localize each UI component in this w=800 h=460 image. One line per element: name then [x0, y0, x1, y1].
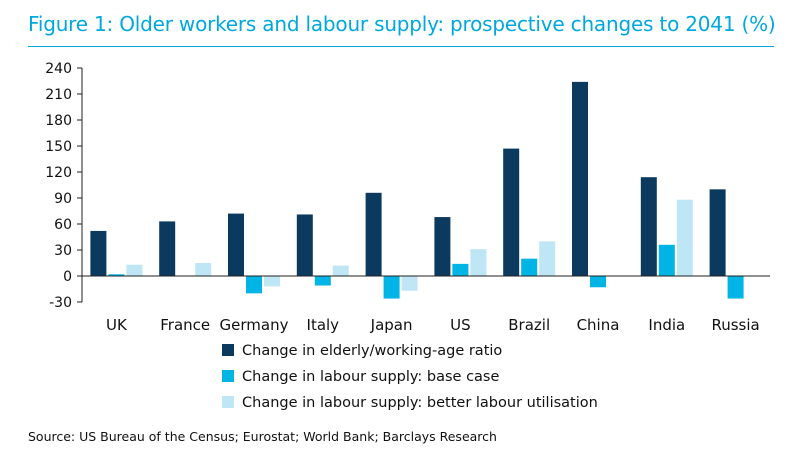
bar [503, 148, 520, 276]
bar [264, 276, 280, 287]
x-tick-label: US [450, 316, 471, 334]
y-tick-label: 90 [54, 191, 72, 207]
bar [572, 81, 588, 276]
y-tick-label: 60 [54, 217, 72, 233]
bar [539, 241, 556, 276]
bar [470, 249, 487, 276]
bar [590, 276, 606, 288]
title-rule [28, 46, 774, 47]
x-tick-label: France [160, 316, 210, 334]
bar [658, 244, 675, 276]
legend-swatch [222, 396, 234, 408]
legend: Change in elderly/working-age ratio Chang… [222, 343, 598, 411]
legend-swatch [222, 370, 234, 382]
y-tick-label: 240 [45, 61, 72, 77]
bar [159, 221, 176, 276]
x-tick-label: India [648, 316, 685, 334]
bar [434, 217, 451, 276]
y-axis: -30 0 30 60 90 120 150 180 210 240 [45, 61, 83, 311]
bar [401, 276, 418, 291]
y-tick-label: -30 [49, 295, 72, 311]
x-axis: UK France Germany Italy Japan US Brazil China In… [82, 275, 770, 334]
bar [452, 263, 469, 276]
x-tick-label: Russia [711, 316, 759, 334]
bar [332, 265, 349, 276]
y-tick-label: 210 [45, 87, 72, 103]
y-tick-label: 150 [45, 139, 72, 155]
y-tick-label: 120 [45, 165, 72, 181]
y-tick-label: 30 [54, 243, 72, 259]
x-tick-label: China [577, 316, 620, 334]
bar [228, 213, 244, 276]
x-tick-label: UK [106, 316, 128, 334]
x-tick-label: Germany [220, 316, 289, 334]
y-tick-label: 0 [63, 269, 72, 285]
bar [640, 177, 657, 276]
bar [195, 263, 212, 276]
bar [126, 264, 143, 276]
bar [383, 276, 400, 299]
legend-swatch [222, 344, 234, 356]
bar [365, 192, 382, 276]
bars [90, 81, 744, 299]
chart-title: Figure 1: Older workers and labour suppl… [28, 12, 776, 36]
bar [90, 230, 107, 276]
bar [727, 276, 744, 299]
x-tick-label: Italy [307, 316, 340, 334]
bar [296, 214, 313, 276]
x-tick-label: Brazil [508, 316, 550, 334]
bar [246, 276, 262, 294]
legend-label: Change in elderly/working-age ratio [242, 343, 502, 359]
bar [521, 258, 538, 276]
legend-label: Change in labour supply: base case [242, 369, 499, 385]
bar [709, 189, 726, 276]
y-tick-label: 180 [45, 113, 72, 129]
source-note: Source: US Bureau of the Census; Eurosta… [28, 429, 497, 444]
bar [676, 199, 693, 276]
legend-label: Change in labour supply: better labour u… [242, 395, 598, 411]
x-tick-label: Japan [370, 316, 413, 334]
bar [314, 276, 331, 286]
bar [108, 274, 125, 276]
